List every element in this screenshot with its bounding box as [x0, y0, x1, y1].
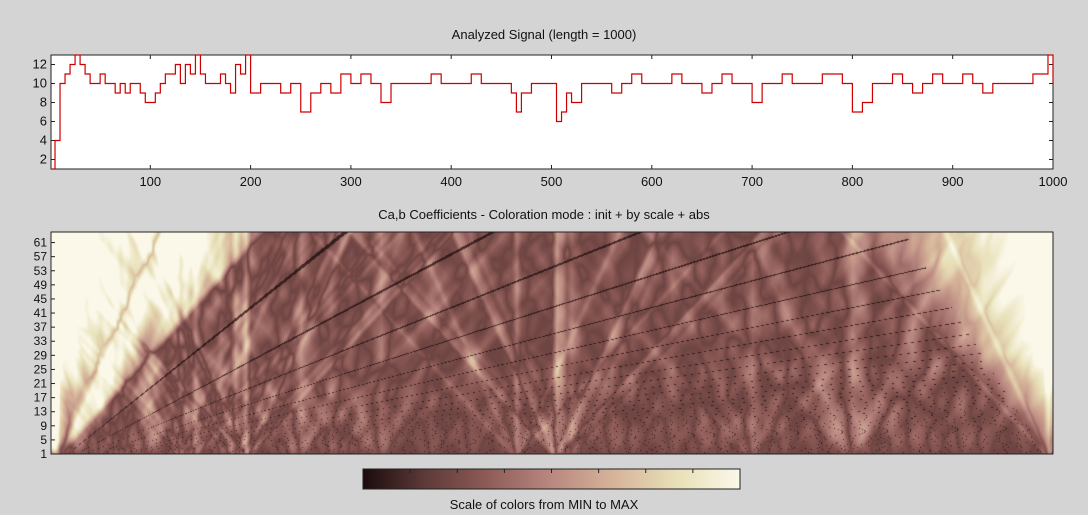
coefficients-y-tick-label: 9: [40, 419, 47, 433]
coefficients-y-tick-label: 61: [34, 236, 48, 250]
coefficients-y-tick-label: 45: [34, 292, 48, 306]
coefficients-y-tick-label: 13: [34, 405, 48, 419]
coefficients-y-tick-label: 29: [34, 348, 48, 362]
coefficients-heatmap-holder: [51, 232, 1053, 454]
signal-x-tick-label: 200: [240, 174, 262, 189]
signal-y-tick-label: 8: [40, 95, 47, 110]
signal-y-ticks: 2 4 6 8 10 12: [33, 57, 1053, 167]
signal-y-tick-label: 12: [33, 57, 47, 72]
signal-y-tick-label: 10: [33, 76, 47, 91]
coefficients-y-tick-label: 5: [40, 433, 47, 447]
colorbar-label: Scale of colors from MIN to MAX: [449, 497, 639, 512]
signal-y-tick-label: 2: [40, 152, 47, 167]
coefficients-y-tick-label: 49: [34, 278, 48, 292]
signal-y-tick-label: 6: [40, 114, 47, 129]
coefficients-y-tick-label: 57: [34, 250, 48, 264]
signal-x-tick-label: 400: [440, 174, 462, 189]
coefficients-y-tick-label: 33: [34, 334, 48, 348]
signal-plot-title: Analyzed Signal (length = 1000): [451, 27, 637, 42]
coefficients-y-tick-label: 41: [34, 306, 48, 320]
signal-x-tick-label: 500: [541, 174, 563, 189]
coefficients-heatmap: [51, 232, 1053, 454]
signal-axes: 100 200 300 400 500 600 700 800 900 1000 2 4 6 8 10 12: [33, 54, 1067, 189]
coefficients-y-tick-label: 37: [34, 320, 48, 334]
signal-x-ticks: 100 200 300 400 500 600 700 800 900 1000: [139, 55, 1067, 189]
coefficients-plot-title: Ca,b Coefficients - Coloration mode : in…: [378, 207, 710, 222]
coefficients-frame: [50, 231, 1054, 455]
signal-x-tick-label: 600: [641, 174, 663, 189]
signal-x-tick-label: 300: [340, 174, 362, 189]
signal-x-tick-label: 100: [139, 174, 161, 189]
signal-series-line: [51, 54, 1054, 170]
colorbar-ticks: [409, 469, 741, 473]
signal-x-tick-label: 800: [842, 174, 864, 189]
signal-x-tick-label: 700: [741, 174, 763, 189]
coefficients-y-tick-label: 25: [34, 362, 48, 376]
coefficients-y-tick-label: 17: [34, 391, 48, 405]
colorbar: [362, 468, 741, 490]
coefficients-y-tick-label: 21: [34, 377, 48, 391]
coefficients-y-tick-label: 53: [34, 264, 48, 278]
signal-x-tick-label: 900: [942, 174, 964, 189]
signal-x-tick-label: 1000: [1039, 174, 1068, 189]
signal-plot-area: [50, 54, 1054, 170]
signal-y-tick-label: 4: [40, 133, 47, 148]
coefficients-y-tick-label: 1: [40, 447, 47, 461]
